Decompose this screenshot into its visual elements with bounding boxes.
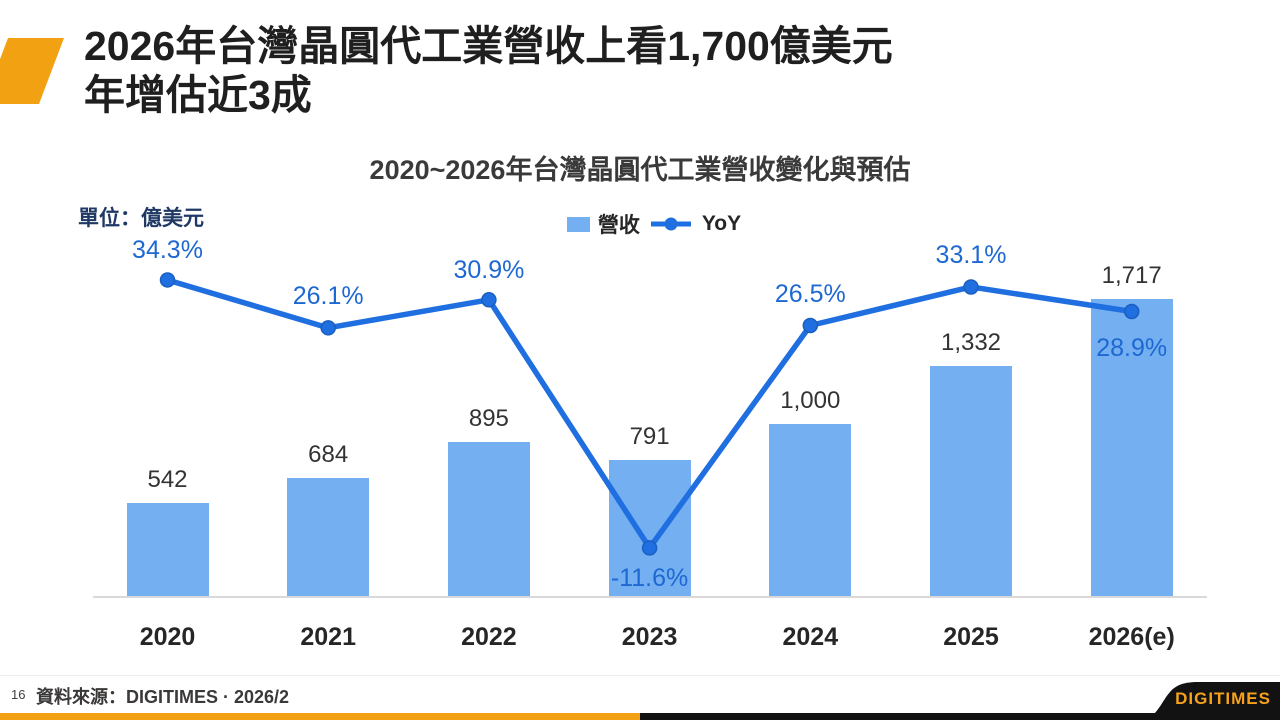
source-text: 資料來源：DIGITIMES · 2026/2 <box>36 687 290 707</box>
yoy-point-marker <box>481 292 497 308</box>
x-axis-label: 2023 <box>621 623 678 651</box>
legend-yoy-line-icon <box>650 217 691 231</box>
chart-title: 2020~2026年台灣晶圓代工業營收變化與預估 <box>369 155 911 185</box>
x-axis-label: 2021 <box>300 623 356 651</box>
revenue-bar <box>447 441 530 597</box>
yoy-point-label: 33.1% <box>935 240 1007 269</box>
slide-title-line2: 年增估近3成 <box>84 72 312 118</box>
legend-yoy-label: YoY <box>701 212 742 235</box>
x-axis-line <box>93 596 1207 598</box>
x-axis-label: 2022 <box>461 623 517 651</box>
slide-title: 2026年台灣晶圓代工業營收上看1,700億美元 年增估近3成 <box>84 22 1204 120</box>
yoy-point-marker <box>963 279 979 295</box>
page-number: 16 <box>11 687 26 702</box>
x-axis-label: 2025 <box>943 623 999 651</box>
yoy-point-label: -11.6% <box>610 563 689 592</box>
yoy-point-label: 30.9% <box>453 255 525 284</box>
revenue-bar <box>930 365 1012 597</box>
yoy-point-marker <box>159 272 176 288</box>
bar-value-label: 684 <box>308 441 349 469</box>
revenue-bar <box>287 478 370 597</box>
x-axis-label: 2026(e) <box>1088 623 1175 651</box>
revenue-bar <box>769 423 852 597</box>
x-axis-label: 2020 <box>139 623 196 651</box>
legend-revenue-swatch-icon <box>566 216 590 232</box>
yoy-point-label: 26.5% <box>774 280 846 309</box>
accent-parallelogram-shape <box>0 38 64 104</box>
digitimes-logo: DIGITIMES <box>1175 689 1271 708</box>
legend-revenue-label: 營收 <box>597 214 640 237</box>
yoy-point-marker <box>320 320 336 336</box>
chart-legend: 營收 YoY <box>14 210 1280 238</box>
bar-value-label: 1,332 <box>940 328 1002 356</box>
bar-value-label: 1,000 <box>780 386 841 414</box>
slide-title-line1: 2026年台灣晶圓代工業營收上看1,700億美元 <box>84 23 893 69</box>
x-axis-label: 2024 <box>782 623 839 651</box>
revenue-bar <box>126 502 209 597</box>
bar-value-label: 542 <box>147 465 188 493</box>
unit-label: 單位：億美元 <box>78 207 204 230</box>
bottom-orange-strip <box>0 713 640 720</box>
bar-value-label: 791 <box>629 422 670 450</box>
yoy-point-marker <box>802 317 819 334</box>
yoy-point-label: 28.9% <box>1096 334 1168 363</box>
bottom-black-strip <box>640 713 1280 720</box>
bar-value-label: 895 <box>468 404 509 432</box>
yoy-point-label: 34.3% <box>132 235 203 264</box>
yoy-point-label: 26.1% <box>292 281 364 310</box>
bar-value-label: 1,717 <box>1101 262 1162 290</box>
footer-divider <box>0 675 1280 676</box>
